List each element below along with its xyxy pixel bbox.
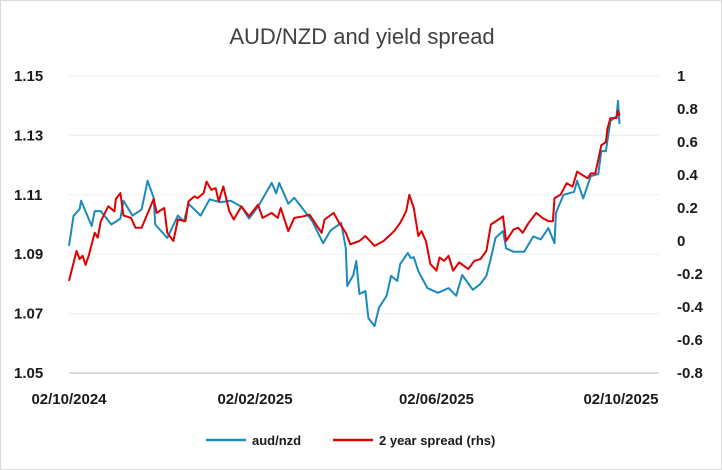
x-tick-label: 02/10/2025 — [583, 391, 658, 408]
y-left-tick-label: 1.07 — [14, 306, 43, 323]
series-line-spread — [68, 109, 621, 282]
y-left-tick-label: 1.09 — [14, 246, 43, 263]
gridlines — [69, 75, 659, 374]
right-axis-ticks: -0.8 -0.6 -0.4 -0.2 0 0.2 0.4 0.6 0.8 1 — [677, 68, 704, 382]
y-right-tick-label: 0.6 — [677, 134, 698, 151]
left-axis-ticks: 1.05 1.07 1.09 1.11 1.13 1.15 — [14, 68, 43, 382]
legend-label-spread: 2 year spread (rhs) — [379, 433, 495, 448]
x-axis-ticks: 02/10/2024 02/02/2025 02/06/2025 02/10/2025 — [31, 391, 658, 408]
y-right-tick-label: -0.6 — [677, 332, 703, 349]
y-right-tick-label: -0.8 — [677, 365, 703, 382]
series-lines — [68, 99, 621, 328]
y-left-tick-label: 1.13 — [14, 127, 43, 144]
x-tick-label: 02/06/2025 — [399, 391, 474, 408]
y-right-tick-label: 0.4 — [677, 167, 699, 184]
y-right-tick-label: 1 — [677, 68, 685, 85]
x-tick-label: 02/02/2025 — [217, 391, 292, 408]
y-left-tick-label: 1.15 — [14, 68, 43, 85]
y-right-tick-label: -0.4 — [677, 299, 704, 316]
x-tick-label: 02/10/2024 — [31, 391, 107, 408]
y-left-tick-label: 1.05 — [14, 365, 43, 382]
y-left-tick-label: 1.11 — [14, 187, 42, 204]
legend: aud/nzd 2 year spread (rhs) — [206, 433, 495, 448]
legend-label-audnzd: aud/nzd — [252, 433, 301, 448]
y-right-tick-label: 0.8 — [677, 101, 698, 118]
series-line-audnzd — [68, 99, 621, 328]
chart-title: AUD/NZD and yield spread — [229, 24, 494, 49]
y-right-tick-label: 0 — [677, 233, 685, 250]
y-right-tick-label: 0.2 — [677, 200, 698, 217]
y-right-tick-label: -0.2 — [677, 266, 703, 283]
